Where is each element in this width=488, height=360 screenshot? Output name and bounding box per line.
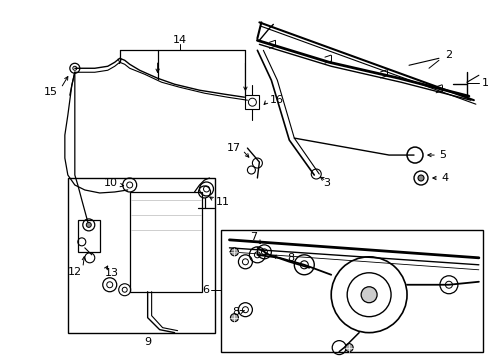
Circle shape [417,175,423,181]
Text: 11: 11 [215,197,229,207]
Text: 9: 9 [144,337,151,347]
Circle shape [230,248,238,256]
Circle shape [86,222,91,228]
Text: 5: 5 [438,150,445,160]
Text: 13: 13 [104,268,119,278]
Circle shape [361,287,376,303]
Text: 2: 2 [445,50,451,60]
Text: 10: 10 [103,178,118,188]
Text: 15: 15 [44,87,58,97]
Circle shape [345,343,352,352]
Text: 8: 8 [287,253,294,263]
Text: 6: 6 [202,285,209,295]
Text: 16: 16 [269,95,283,105]
Bar [245,95,259,109]
Text: 8: 8 [232,307,239,317]
Text: 1: 1 [481,78,488,88]
Bar [78,220,100,252]
Bar [221,230,482,352]
Text: 7: 7 [250,232,257,242]
Text: 4: 4 [440,173,447,183]
Text: 17: 17 [227,143,241,153]
Text: 3: 3 [322,178,329,188]
Bar [68,178,215,333]
Text: 12: 12 [67,267,81,277]
Bar [129,192,201,292]
Text: 14: 14 [172,35,186,45]
Circle shape [230,314,238,322]
